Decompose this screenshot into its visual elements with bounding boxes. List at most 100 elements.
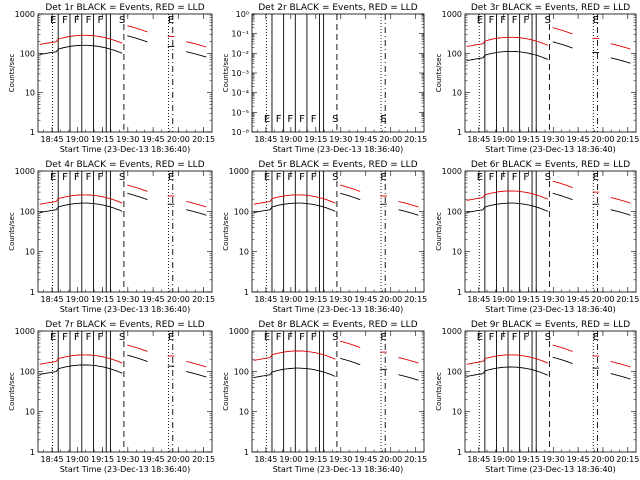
event-marker-label: S — [545, 15, 551, 26]
event-marker-label: F — [523, 332, 529, 343]
series-line-events — [186, 371, 207, 378]
event-marker-label: F — [276, 332, 282, 343]
x-axis-title: Start Time (23-Dec-13 18:36:40) — [273, 145, 404, 154]
event-marker-label: F — [489, 15, 495, 26]
chart-title: Det 3r BLACK = Events, RED = LLD — [471, 3, 630, 13]
x-tick-label: 20:15 — [192, 135, 215, 144]
event-marker-label: S — [119, 15, 125, 26]
plot-frame — [37, 13, 213, 133]
series-line-lld — [552, 27, 573, 35]
series-line-events — [127, 35, 148, 43]
x-tick-label: 19:30 — [542, 295, 565, 304]
event-marker-label: E — [264, 114, 270, 125]
x-tick-label: 19:15 — [517, 295, 540, 304]
x-tick-label: 20:00 — [379, 295, 402, 304]
x-tick-label: 18:45 — [40, 455, 63, 464]
series-line-events — [610, 57, 631, 64]
series-line-lld — [552, 180, 573, 189]
x-tick-label: 18:45 — [40, 295, 63, 304]
y-tick-label: 100 — [20, 49, 35, 58]
series-line-lld — [552, 344, 573, 352]
series-line-events — [398, 209, 419, 216]
y-tick-label: 1000 — [15, 10, 35, 19]
x-tick-label: 18:45 — [467, 455, 490, 464]
chart-title: Det 6r BLACK = Events, RED = LLD — [471, 160, 630, 170]
y-tick-label: 100 — [234, 367, 249, 376]
x-tick-label: 19:30 — [116, 135, 139, 144]
x-tick-label: 19:15 — [91, 455, 114, 464]
series-line-lld — [127, 344, 148, 352]
series-line-lld — [39, 34, 123, 45]
x-tick-label: 19:00 — [492, 295, 515, 304]
y-tick-label: 10 — [239, 408, 249, 417]
y-tick-label: 1 — [457, 288, 462, 297]
x-tick-label: 19:30 — [116, 455, 139, 464]
x-tick-label: 18:45 — [254, 135, 277, 144]
series-line-events — [340, 192, 361, 201]
y-tick-label: 100 — [447, 49, 462, 58]
x-axis-title: Start Time (23-Dec-13 18:36:40) — [485, 145, 616, 154]
x-tick-label: 19:45 — [354, 455, 377, 464]
event-marker-label: F — [512, 332, 518, 343]
event-marker-label: F — [489, 332, 495, 343]
x-tick-label: 20:00 — [379, 135, 402, 144]
x-tick-label: 19:30 — [329, 135, 352, 144]
event-marker-label: F — [512, 172, 518, 183]
y-axis-title: Counts/sec — [222, 54, 230, 93]
x-tick-label: 19:00 — [492, 135, 515, 144]
y-tick-label: 10 — [25, 408, 35, 417]
event-marker-label: E — [380, 332, 386, 343]
event-marker-label: F — [97, 15, 103, 26]
series-line-lld — [466, 190, 548, 201]
x-tick-label: 19:45 — [354, 295, 377, 304]
event-marker-label: F — [287, 114, 293, 125]
x-tick-label: 20:00 — [591, 295, 614, 304]
x-tick-label: 20:00 — [379, 455, 402, 464]
y-tick-label: 10 — [452, 248, 462, 257]
event-marker-label: S — [332, 172, 338, 183]
y-tick-label: 1000 — [15, 167, 35, 176]
event-marker-label: E — [380, 172, 386, 183]
event-marker-label: F — [500, 15, 506, 26]
x-tick-label: 18:45 — [254, 295, 277, 304]
y-tick-label: 1 — [30, 448, 35, 457]
event-marker-label: F — [523, 15, 529, 26]
series-line-lld — [466, 354, 548, 365]
event-marker-label: E — [477, 172, 483, 183]
plot-frame — [464, 13, 637, 133]
event-marker-label: F — [299, 332, 305, 343]
event-marker-label: E — [50, 15, 56, 26]
event-marker-label: F — [311, 114, 317, 125]
event-marker-label: F — [489, 172, 495, 183]
event-marker-label: E — [593, 332, 599, 343]
series-line-lld — [398, 357, 419, 364]
plot-frame — [251, 330, 425, 453]
y-tick-label: 1 — [30, 288, 35, 297]
x-tick-label: 18:45 — [467, 295, 490, 304]
series-line-lld — [253, 194, 336, 205]
y-tick-label: 1 — [457, 448, 462, 457]
event-marker-label: F — [74, 15, 80, 26]
event-marker-label: E — [168, 172, 174, 183]
y-tick-label: 10 — [452, 89, 462, 98]
x-tick-label: 19:15 — [517, 455, 540, 464]
series-line-events — [552, 41, 573, 49]
y-axis-title: Counts/sec — [8, 372, 16, 411]
event-marker-label: F — [62, 15, 68, 26]
y-tick-label: 10 — [25, 248, 35, 257]
y-tick-label: 10⁰ — [236, 10, 249, 19]
event-marker-label: F — [500, 172, 506, 183]
x-axis-title: Start Time (23-Dec-13 18:36:40) — [60, 305, 191, 314]
x-tick-label: 19:15 — [517, 135, 540, 144]
x-tick-label: 19:30 — [329, 455, 352, 464]
x-tick-label: 19:00 — [66, 455, 89, 464]
x-tick-label: 20:00 — [167, 295, 190, 304]
event-marker-label: F — [97, 172, 103, 183]
y-tick-label: 1000 — [442, 10, 462, 19]
event-marker-label: F — [74, 172, 80, 183]
event-marker-label: F — [523, 172, 529, 183]
x-tick-label: 20:15 — [404, 455, 427, 464]
y-tick-label: 10⁻³ — [231, 69, 249, 78]
series-line-events — [253, 367, 336, 379]
event-marker-label: F — [86, 15, 92, 26]
